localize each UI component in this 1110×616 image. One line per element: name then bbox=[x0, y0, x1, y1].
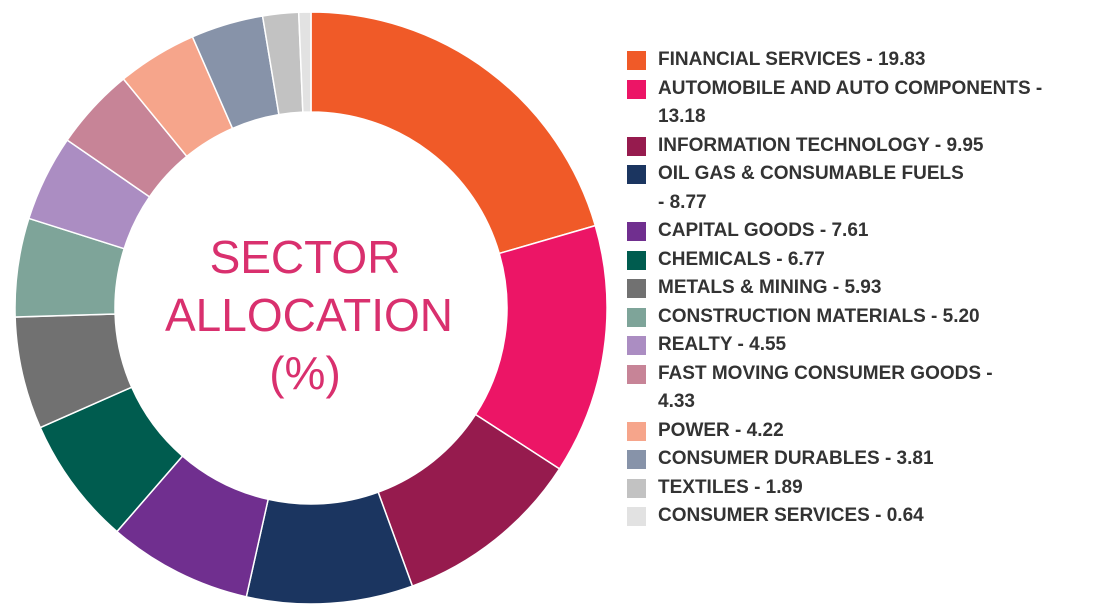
legend-label: TEXTILES - 1.89 bbox=[658, 476, 803, 498]
legend-label: CONSUMER SERVICES - 0.64 bbox=[658, 505, 924, 526]
legend-item-textiles: TEXTILES - 1.89 bbox=[627, 474, 1107, 503]
legend-item-consumer-durables: CONSUMER DURABLES - 3.81 bbox=[627, 445, 1107, 474]
legend-swatch bbox=[627, 450, 646, 469]
legend-swatch bbox=[627, 279, 646, 298]
chart-title: SECTOR ALLOCATION (%) bbox=[165, 228, 453, 402]
donut-chart bbox=[14, 11, 608, 605]
legend-swatch bbox=[627, 336, 646, 355]
legend-item-capital-goods: CAPITAL GOODS - 7.61 bbox=[627, 217, 1107, 246]
slice-financial-services bbox=[310, 11, 597, 255]
legend-item-fast-moving-consumer-goods: FAST MOVING CONSUMER GOODS - 4.33 bbox=[627, 360, 1107, 417]
legend-swatch bbox=[627, 51, 646, 70]
legend-label: AUTOMOBILE AND AUTO COMPONENTS - bbox=[658, 77, 1043, 99]
legend-swatch bbox=[627, 79, 646, 99]
legend-item-metals-mining: METALS & MINING - 5.93 bbox=[627, 274, 1107, 303]
legend-label: CHEMICALS - 6.77 bbox=[658, 248, 825, 270]
legend-item-construction-materials: CONSTRUCTION MATERIALS - 5.20 bbox=[627, 303, 1107, 332]
legend-item-oil-gas-consumable-fuels: OIL GAS & CONSUMABLE FUELS - 8.77 bbox=[627, 160, 1107, 217]
legend-label: CONSTRUCTION MATERIALS - 5.20 bbox=[658, 305, 980, 327]
legend-swatch bbox=[627, 364, 646, 384]
legend-label: REALTY - 4.55 bbox=[658, 334, 787, 355]
legend-swatch bbox=[627, 307, 646, 327]
legend-label: 13.18 bbox=[658, 106, 706, 127]
legend-swatch bbox=[627, 136, 646, 156]
chart-title-line-3: (%) bbox=[269, 347, 341, 399]
chart-title-line-2: ALLOCATION bbox=[165, 289, 453, 341]
legend-label: FINANCIAL SERVICES - 19.83 bbox=[658, 49, 926, 70]
slice-consumer-services bbox=[297, 11, 312, 113]
legend-label: OIL GAS & CONSUMABLE FUELS bbox=[658, 163, 964, 184]
legend-item-automobile-and-auto-components: AUTOMOBILE AND AUTO COMPONENTS - 13.18 bbox=[627, 75, 1107, 132]
legend-label: CAPITAL GOODS - 7.61 bbox=[658, 220, 869, 241]
legend-item-power: POWER - 4.22 bbox=[627, 417, 1107, 446]
legend-label: FAST MOVING CONSUMER GOODS - bbox=[658, 362, 993, 384]
legend-swatch bbox=[627, 165, 646, 184]
legend-item-financial-services: FINANCIAL SERVICES - 19.83 bbox=[627, 46, 1107, 75]
legend-item-chemicals: CHEMICALS - 6.77 bbox=[627, 246, 1107, 275]
legend-label: METALS & MINING - 5.93 bbox=[658, 277, 882, 298]
legend-label: CONSUMER DURABLES - 3.81 bbox=[658, 448, 934, 469]
legend-swatch bbox=[627, 421, 646, 441]
legend-label: 4.33 bbox=[658, 391, 695, 412]
legend: FINANCIAL SERVICES - 19.83 AUTOMOBILE AND… bbox=[627, 46, 1107, 531]
legend-item-information-technology: INFORMATION TECHNOLOGY - 9.95 bbox=[627, 132, 1107, 161]
chart-title-line-1: SECTOR bbox=[209, 231, 401, 283]
legend-label: POWER - 4.22 bbox=[658, 419, 784, 441]
legend-item-realty: REALTY - 4.55 bbox=[627, 331, 1107, 360]
legend-swatch bbox=[627, 478, 646, 498]
legend-swatch bbox=[627, 222, 646, 241]
legend-swatch bbox=[627, 507, 646, 526]
legend-swatch bbox=[627, 250, 646, 270]
legend-label: - 8.77 bbox=[658, 191, 707, 213]
legend-label: INFORMATION TECHNOLOGY - 9.95 bbox=[658, 134, 984, 156]
legend-item-consumer-services: CONSUMER SERVICES - 0.64 bbox=[627, 502, 1107, 531]
